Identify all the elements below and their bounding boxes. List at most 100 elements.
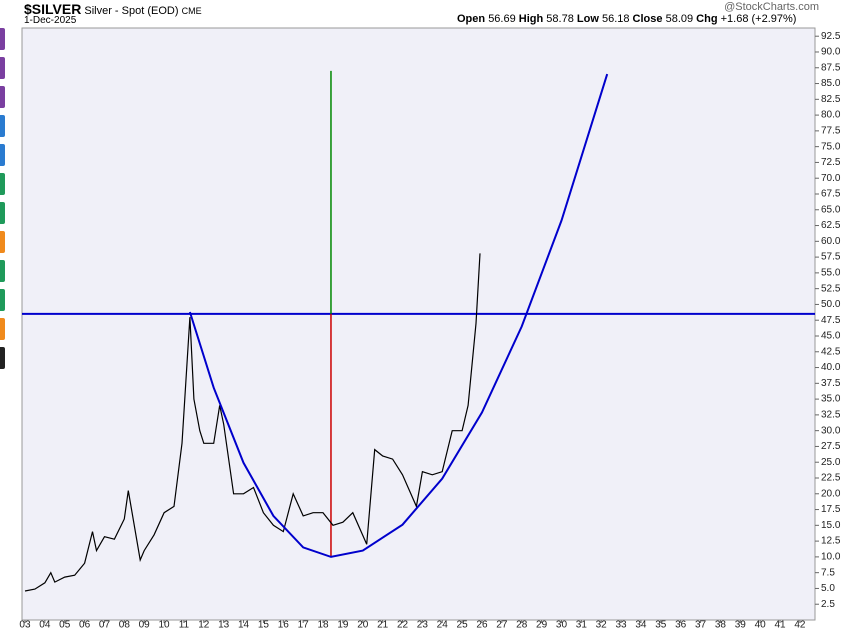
label: Close bbox=[632, 13, 663, 25]
symbol: $SILVER bbox=[24, 1, 82, 17]
x-tick-label: 04 bbox=[39, 620, 51, 631]
price-line bbox=[24, 253, 481, 592]
tool[interactable] bbox=[0, 347, 5, 369]
symbol-line: $SILVER Silver - Spot (EOD) CME bbox=[24, 1, 202, 17]
x-tick-label: 22 bbox=[397, 620, 409, 631]
x-tick-label: 40 bbox=[755, 620, 767, 631]
tool[interactable] bbox=[0, 260, 5, 282]
exchange: CME bbox=[181, 6, 202, 16]
quote: Open 56.69 High 58.78 Low 56.18 Close 58… bbox=[457, 13, 796, 25]
y-tick-label: 40.0 bbox=[821, 362, 841, 373]
tool[interactable] bbox=[0, 289, 5, 311]
tool[interactable] bbox=[0, 28, 5, 50]
x-tick-label: 32 bbox=[596, 620, 608, 631]
y-tick-label: 92.5 bbox=[821, 31, 841, 42]
y-tick-label: 7.5 bbox=[821, 567, 835, 578]
y-tick-label: 82.5 bbox=[821, 94, 841, 105]
x-tick-label: 16 bbox=[278, 620, 290, 631]
x-tick-label: 23 bbox=[417, 620, 429, 631]
y-tick-label: 35.0 bbox=[821, 394, 841, 405]
value: 58.09 bbox=[665, 13, 694, 25]
y-tick-label: 60.0 bbox=[821, 236, 841, 247]
y-tick-label: 87.5 bbox=[821, 62, 841, 73]
tool[interactable] bbox=[0, 57, 5, 79]
y-tick-label: 77.5 bbox=[821, 126, 841, 137]
x-tick-label: 07 bbox=[99, 620, 111, 631]
tool[interactable] bbox=[0, 144, 5, 166]
x-tick-label: 03 bbox=[19, 620, 31, 631]
y-tick-label: 85.0 bbox=[821, 78, 841, 89]
x-tick-label: 31 bbox=[576, 620, 588, 631]
x-tick-label: 27 bbox=[496, 620, 508, 631]
plot-area bbox=[21, 27, 816, 621]
x-tick-label: 12 bbox=[198, 620, 210, 631]
x-tick-label: 36 bbox=[675, 620, 687, 631]
x-tick-label: 33 bbox=[616, 620, 628, 631]
y-tick-label: 30.0 bbox=[821, 425, 841, 436]
y-tick-label: 90.0 bbox=[821, 47, 841, 58]
y-tick-label: 72.5 bbox=[821, 157, 841, 168]
x-tick-label: 20 bbox=[357, 620, 369, 631]
tool[interactable] bbox=[0, 173, 5, 195]
y-tick-label: 22.5 bbox=[821, 473, 841, 484]
x-tick-label: 21 bbox=[377, 620, 389, 631]
x-tick-label: 38 bbox=[715, 620, 727, 631]
x-tick-label: 09 bbox=[139, 620, 151, 631]
y-tick-label: 25.0 bbox=[821, 457, 841, 468]
toolbar bbox=[0, 28, 6, 376]
label: Chg bbox=[696, 13, 718, 25]
x-tick-label: 37 bbox=[695, 620, 707, 631]
y-tick-label: 62.5 bbox=[821, 220, 841, 231]
y-tick-label: 65.0 bbox=[821, 204, 841, 215]
tool[interactable] bbox=[0, 115, 5, 137]
label: High bbox=[518, 13, 544, 25]
tool[interactable] bbox=[0, 86, 5, 108]
value: 56.18 bbox=[601, 13, 630, 25]
y-tick-label: 50.0 bbox=[821, 299, 841, 310]
x-tick-label: 13 bbox=[218, 620, 230, 631]
date: 1-Dec-2025 bbox=[24, 15, 77, 26]
x-tick-label: 34 bbox=[635, 620, 647, 631]
x-tick-label: 29 bbox=[536, 620, 548, 631]
y-tick-label: 17.5 bbox=[821, 504, 841, 515]
x-tick-label: 15 bbox=[258, 620, 270, 631]
y-tick-label: 70.0 bbox=[821, 173, 841, 184]
x-tick-label: 39 bbox=[735, 620, 747, 631]
x-tick-label: 30 bbox=[556, 620, 568, 631]
x-tick-label: 35 bbox=[655, 620, 667, 631]
y-tick-label: 5.0 bbox=[821, 583, 835, 594]
description: Silver - Spot (EOD) bbox=[84, 5, 179, 17]
y-tick-label: 10.0 bbox=[821, 552, 841, 563]
y-tick-label: 57.5 bbox=[821, 252, 841, 263]
y-tick-label: 32.5 bbox=[821, 410, 841, 421]
x-tick-label: 26 bbox=[476, 620, 488, 631]
brand[interactable]: @StockCharts.com bbox=[724, 1, 819, 13]
y-tick-label: 52.5 bbox=[821, 283, 841, 294]
tool[interactable] bbox=[0, 318, 5, 340]
x-tick-label: 10 bbox=[159, 620, 171, 631]
value: 58.78 bbox=[546, 13, 574, 25]
x-tick-label: 11 bbox=[179, 620, 190, 631]
x-tick-label: 14 bbox=[238, 620, 250, 631]
x-tick-label: 06 bbox=[79, 620, 91, 631]
tool[interactable] bbox=[0, 202, 5, 224]
y-tick-label: 47.5 bbox=[821, 315, 841, 326]
y-tick-label: 67.5 bbox=[821, 189, 841, 200]
x-tick-label: 28 bbox=[516, 620, 528, 631]
label: Open bbox=[457, 13, 486, 25]
y-tick-label: 27.5 bbox=[821, 441, 841, 452]
x-tick-label: 19 bbox=[337, 620, 349, 631]
x-tick-label: 05 bbox=[59, 620, 71, 631]
y-tick-label: 42.5 bbox=[821, 346, 841, 357]
value: +1.68 (+2.97%) bbox=[720, 13, 797, 25]
parabola-curve bbox=[188, 73, 609, 558]
x-tick-label: 08 bbox=[119, 620, 131, 631]
y-tick-label: 45.0 bbox=[821, 331, 841, 342]
tool[interactable] bbox=[0, 231, 5, 253]
x-tick-label: 25 bbox=[457, 620, 469, 631]
chart-header: $SILVER Silver - Spot (EOD) CME 1-Dec-20… bbox=[22, 0, 819, 28]
y-tick-label: 20.0 bbox=[821, 488, 841, 499]
x-tick-label: 42 bbox=[794, 620, 806, 631]
